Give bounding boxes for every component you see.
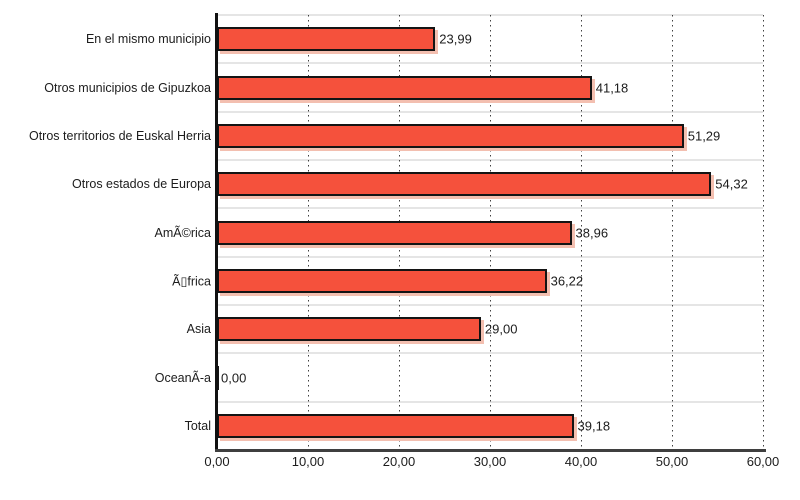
category-label: Otros estados de Europa [72, 177, 211, 192]
x-tick-label: 50,00 [655, 454, 689, 469]
category-label: Ã▯frica [172, 274, 211, 289]
bar-value-label: 41,18 [595, 80, 629, 95]
category-label: OceanÃ-a [154, 370, 211, 385]
bar [217, 317, 481, 342]
bar [217, 413, 574, 438]
bar [217, 172, 712, 197]
x-tick-label: 10,00 [291, 454, 325, 469]
bar-value-label: 29,00 [484, 321, 518, 337]
bar-value-label: 38,96 [575, 225, 609, 240]
vertical-gridline [672, 15, 673, 450]
bar [217, 27, 436, 52]
category-label: En el mismo municipio [85, 32, 211, 47]
x-tick-label: 40,00 [564, 454, 598, 469]
x-tick-label: 0,00 [204, 454, 230, 469]
y-axis-line [215, 13, 218, 452]
x-axis-line [215, 449, 766, 452]
bar [217, 220, 572, 245]
bar-value-label: 51,29 [687, 128, 721, 144]
category-label: Total [184, 418, 211, 433]
vertical-gridline [763, 15, 764, 450]
bar [217, 268, 547, 293]
vertical-gridline [581, 15, 582, 450]
bar-value-label: 23,99 [439, 31, 472, 47]
category-label: AmÃ©rica [154, 225, 211, 240]
bar-value-label: 54,32 [715, 176, 748, 192]
bar [217, 123, 684, 148]
bar [217, 75, 592, 100]
category-label: Otros territorios de Euskal Herria [28, 128, 211, 143]
category-label: Asia [186, 322, 211, 337]
plot-area: 23,99 41,18 51,29 54,32 38,96 36,22 29,00 0,00 3… [216, 14, 764, 450]
x-tick-label: 30,00 [473, 454, 507, 469]
bar-value-label: 36,22 [550, 273, 584, 289]
bar-value-label: 0,00 [221, 370, 247, 385]
category-label: Otros municipios de Gipuzkoa [44, 80, 211, 95]
bar-value-label: 39,18 [577, 418, 611, 434]
x-tick-label: 20,00 [382, 454, 416, 469]
x-tick-label: 60,00 [746, 454, 780, 469]
